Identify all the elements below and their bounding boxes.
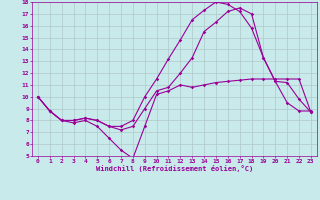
X-axis label: Windchill (Refroidissement éolien,°C): Windchill (Refroidissement éolien,°C) [96, 165, 253, 172]
